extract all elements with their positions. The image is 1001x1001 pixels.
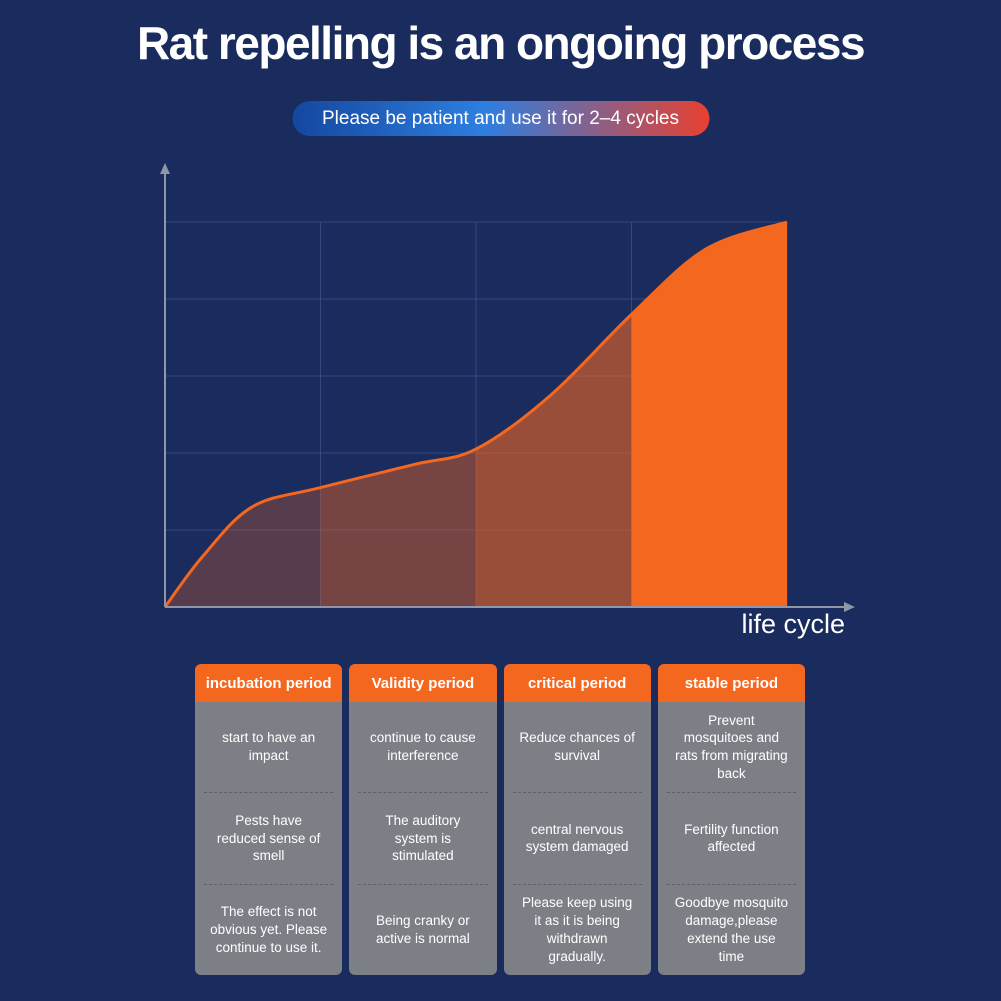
area-band-4: [631, 222, 787, 607]
period-item: Please keep using it as it is being with…: [521, 895, 633, 964]
period-item: Reduce chances of survival: [512, 702, 642, 794]
patience-banner: Please be patient and use it for 2–4 cyc…: [291, 101, 710, 136]
period-item: Fertility function affected: [666, 793, 796, 885]
area-band-1: [165, 222, 321, 607]
area-band-2: [320, 222, 476, 607]
period-header: Validity period: [349, 664, 497, 702]
period-item: Prevent mosquitoes and rats from migrati…: [666, 702, 796, 794]
period-item: central nervous system damaged: [512, 793, 642, 885]
effect-curve: [163, 220, 788, 608]
life-cycle-chart: [160, 163, 855, 612]
x-axis-arrow-icon: [844, 602, 855, 612]
period-column-stable: stable period Prevent mosquitoes and rat…: [657, 664, 805, 975]
y-axis-arrow-icon: [160, 163, 170, 174]
period-item: The effect is not obvious yet. Please co…: [210, 904, 328, 955]
period-header: incubation period: [195, 664, 343, 702]
period-body: continue to cause interference The audit…: [349, 702, 497, 975]
period-item: Goodbye mosquito damage,please extend th…: [674, 895, 789, 964]
area-band-3: [476, 222, 632, 607]
period-item: Being cranky or active is normal: [375, 913, 470, 946]
period-body: Prevent mosquitoes and rats from migrati…: [657, 702, 805, 975]
period-column-validity: Validity period continue to cause interf…: [349, 664, 497, 975]
period-header: critical period: [503, 664, 651, 702]
period-body: Reduce chances of survival central nervo…: [503, 702, 651, 975]
page-title: Rat repelling is an ongoing process: [136, 17, 866, 69]
period-body: start to have an impact Pests have reduc…: [195, 702, 343, 975]
period-item: start to have an impact: [204, 702, 334, 794]
period-column-critical: critical period Reduce chances of surviv…: [503, 664, 651, 975]
period-item: Pests have reduced sense of smell: [204, 793, 334, 885]
period-item: The auditory system is stimulated: [358, 793, 488, 885]
x-axis-label: life cycle: [741, 609, 845, 639]
patience-banner-text: Please be patient and use it for 2–4 cyc…: [321, 107, 680, 129]
period-header: stable period: [657, 664, 805, 702]
period-column-incubation: incubation period start to have an impac…: [195, 664, 343, 975]
period-item: continue to cause interference: [358, 702, 488, 794]
period-columns: incubation period start to have an impac…: [195, 664, 805, 975]
